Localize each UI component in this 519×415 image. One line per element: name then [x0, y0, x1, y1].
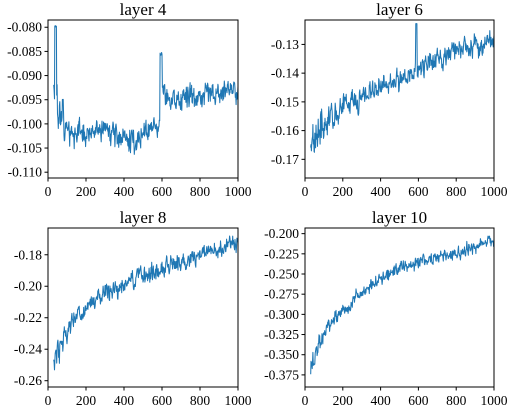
x-tick-label: 800	[446, 184, 467, 199]
x-tick-label: 0	[302, 393, 309, 408]
x-tick-label: 200	[76, 393, 97, 408]
series-line	[310, 235, 494, 375]
x-tick-label: 1000	[481, 184, 508, 199]
x-tick-label: 800	[190, 184, 211, 199]
x-tick-label: 1000	[481, 393, 508, 408]
x-tick-label: 0	[45, 184, 52, 199]
y-tick-label: -0.085	[7, 44, 42, 59]
axes-frame	[304, 227, 495, 388]
y-tick-label: -0.300	[264, 307, 299, 322]
x-tick-label: 400	[370, 184, 391, 199]
y-tick-label: -0.080	[7, 20, 42, 35]
y-tick-label: -0.225	[264, 246, 299, 261]
y-tick-label: -0.26	[14, 373, 42, 388]
axes-frame	[304, 19, 495, 179]
x-tick-label: 400	[114, 393, 135, 408]
y-tick-label: -0.16	[271, 123, 299, 138]
y-tick-label: -0.20	[14, 279, 42, 294]
series-line	[53, 25, 238, 155]
x-tick-label: 600	[152, 393, 173, 408]
subplot-2: layer 6 0 200 400 600 800 1000 -0.17 -0.16 -0.15 -…	[271, 0, 508, 199]
y-tick-label: -0.090	[7, 68, 42, 83]
x-tick-label: 800	[190, 393, 211, 408]
subplot-title: layer 10	[372, 208, 427, 227]
y-tick-label: -0.375	[264, 367, 299, 382]
x-tick-label: 200	[333, 393, 354, 408]
x-tick-label: 600	[152, 184, 173, 199]
x-tick-label: 600	[408, 184, 429, 199]
y-tick-label: -0.100	[7, 116, 42, 131]
y-tick-label: -0.110	[8, 165, 43, 180]
y-tick-label: -0.325	[264, 327, 299, 342]
subplot-title: layer 4	[120, 0, 167, 19]
y-tick-label: -0.24	[14, 342, 42, 357]
y-tick-label: -0.22	[14, 310, 42, 325]
subplot-3: layer 8 0 200 400 600 800 1000 -0.26 -0.24 -0.22 -…	[14, 208, 252, 408]
subplot-title: layer 8	[120, 208, 167, 227]
series-line	[310, 23, 494, 153]
series-line	[53, 235, 238, 371]
y-tick-label: -0.13	[271, 37, 299, 52]
x-tick-label: 200	[333, 184, 354, 199]
y-tick-label: -0.18	[14, 247, 42, 262]
y-tick-label: -0.275	[264, 287, 299, 302]
y-tick-label: -0.15	[271, 94, 299, 109]
subplot-title: layer 6	[376, 0, 423, 19]
y-tick-label: -0.095	[7, 92, 42, 107]
y-tick-label: -0.350	[264, 347, 299, 362]
x-tick-label: 600	[408, 393, 429, 408]
y-tick-label: -0.250	[264, 267, 299, 282]
subplot-1: layer 4 0 200 400 600 800 1000 -0.110 -0.105 -0.1…	[7, 0, 252, 199]
y-tick-label: -0.105	[7, 141, 42, 156]
y-tick-label: -0.200	[264, 226, 299, 241]
x-tick-label: 800	[446, 393, 467, 408]
x-tick-label: 0	[302, 184, 309, 199]
x-tick-label: 400	[114, 184, 135, 199]
y-tick-label: -0.14	[271, 66, 299, 81]
subplot-4: layer 10 0 200 400 600 800 1000 -0.375 -0.350 -0.…	[264, 208, 508, 408]
x-tick-label: 400	[370, 393, 391, 408]
axes-frame	[47, 19, 239, 179]
x-tick-label: 200	[76, 184, 97, 199]
x-tick-label: 1000	[225, 393, 252, 408]
x-tick-label: 1000	[225, 184, 252, 199]
x-tick-label: 0	[45, 393, 52, 408]
y-tick-label: -0.17	[271, 152, 299, 167]
axes-frame	[47, 227, 239, 388]
